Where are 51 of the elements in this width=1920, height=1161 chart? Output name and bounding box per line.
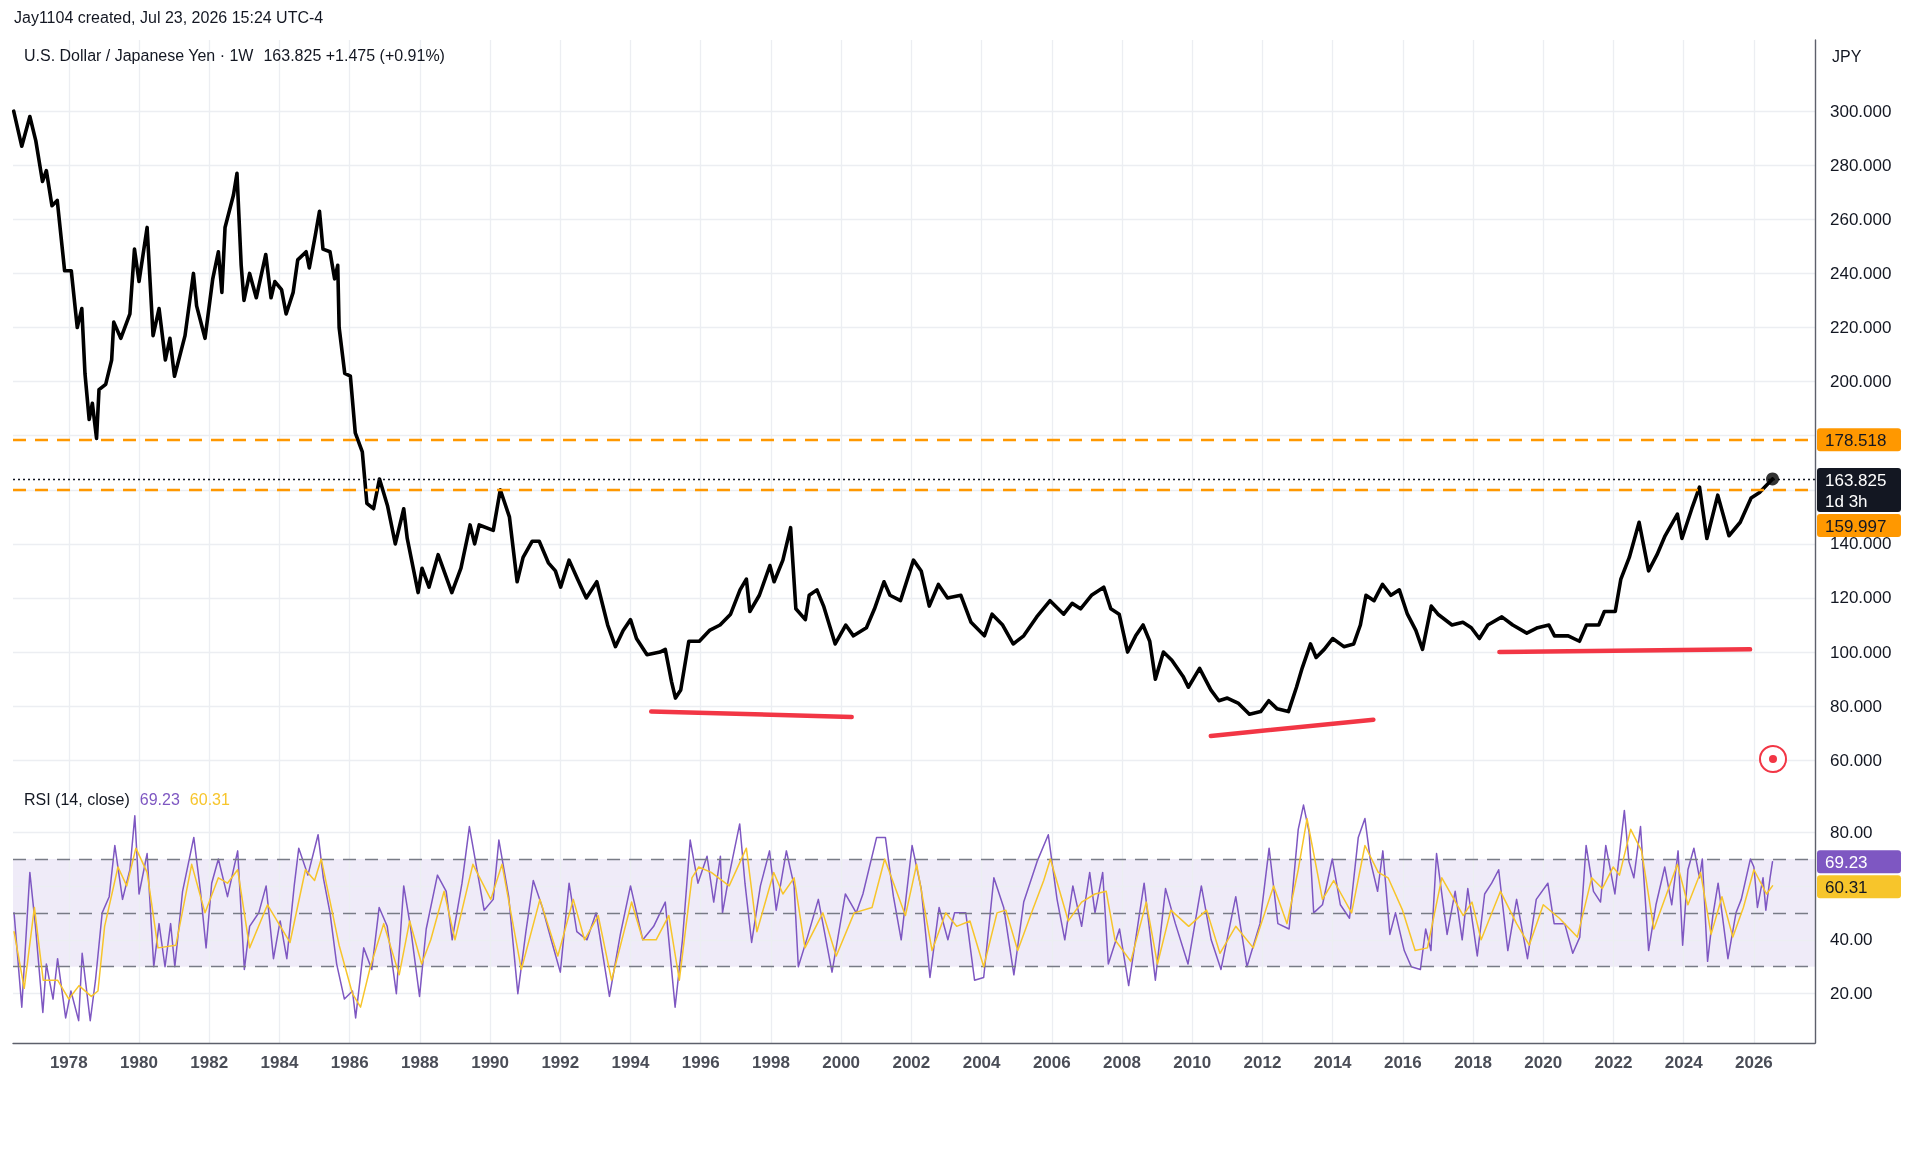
y-tick-label: 140.000 (1830, 534, 1892, 554)
y-tick-label: 100.000 (1830, 642, 1892, 662)
x-tick-label: 2022 (1594, 1053, 1633, 1072)
x-tick-label: 2008 (1103, 1053, 1141, 1072)
x-tick-label: 1982 (190, 1053, 229, 1072)
y-tick-label: 20.00 (1830, 984, 1873, 1004)
x-tick-label: 1978 (49, 1053, 88, 1072)
x-tick-label: 1992 (541, 1053, 580, 1072)
x-tick-label: 1998 (752, 1053, 790, 1072)
x-tick-label: 1990 (471, 1053, 510, 1072)
x-tick-label: 1986 (330, 1053, 369, 1072)
x-tick-label: 2002 (892, 1053, 931, 1072)
y-tick-label: 40.00 (1830, 930, 1873, 950)
x-tick-label: 2020 (1524, 1053, 1563, 1072)
y-tick-label: 80.00 (1830, 822, 1873, 842)
x-tick-label: 2014 (1313, 1053, 1353, 1072)
text: 69.23 (1825, 853, 1868, 873)
annotation: 60.31 (189, 791, 230, 808)
x-tick-label: 2010 (1173, 1053, 1212, 1072)
y-tick-label: 80.000 (1830, 696, 1882, 716)
annotation: 69.23 (139, 791, 180, 808)
y-tick-label: 60.000 (1830, 750, 1882, 770)
ref-line-label: 163.825 1d 3h (1825, 470, 1887, 511)
text: 60.31 (1825, 878, 1868, 898)
chart-subtitle: 163.825 +1.475 (+0.91%) (263, 47, 445, 64)
text: Jay1104 created, Jul 23, 2026 15:24 UTC-4 (14, 8, 324, 28)
y-tick-label: 240.000 (1830, 263, 1892, 283)
y-tick-label: 200.000 (1830, 372, 1892, 392)
ref-line-label: 159.997 (1825, 516, 1887, 536)
y-tick-label: 280.000 (1830, 155, 1892, 175)
y-tick-label: 260.000 (1830, 209, 1892, 229)
x-tick-label: 1980 (120, 1053, 158, 1072)
x-tick-label: 2006 (1032, 1053, 1071, 1072)
text: RSI (14, close) (24, 791, 130, 808)
x-tick-label: 2018 (1454, 1053, 1492, 1072)
x-tick-label: 2004 (962, 1053, 1002, 1072)
ref-line-label: 178.518 (1825, 431, 1887, 451)
x-tick-label: 1984 (260, 1053, 299, 1072)
y-axis-title: JPY (1832, 47, 1862, 65)
y-tick-label: 300.000 (1830, 101, 1892, 121)
chart-title: U.S. Dollar / Japanese Yen · 1W (24, 47, 254, 64)
x-tick-label: 2026 (1735, 1053, 1773, 1072)
x-tick-label: 2012 (1243, 1053, 1282, 1072)
x-tick-label: 2016 (1383, 1053, 1422, 1072)
x-tick-label: 1996 (681, 1053, 720, 1072)
y-tick-label: 120.000 (1830, 588, 1892, 608)
x-tick-label: 1988 (400, 1053, 439, 1072)
x-tick-label: 2024 (1664, 1053, 1704, 1072)
y-tick-label: 220.000 (1830, 318, 1892, 338)
x-tick-label: 2000 (822, 1053, 861, 1072)
x-tick-label: 1994 (611, 1053, 650, 1072)
